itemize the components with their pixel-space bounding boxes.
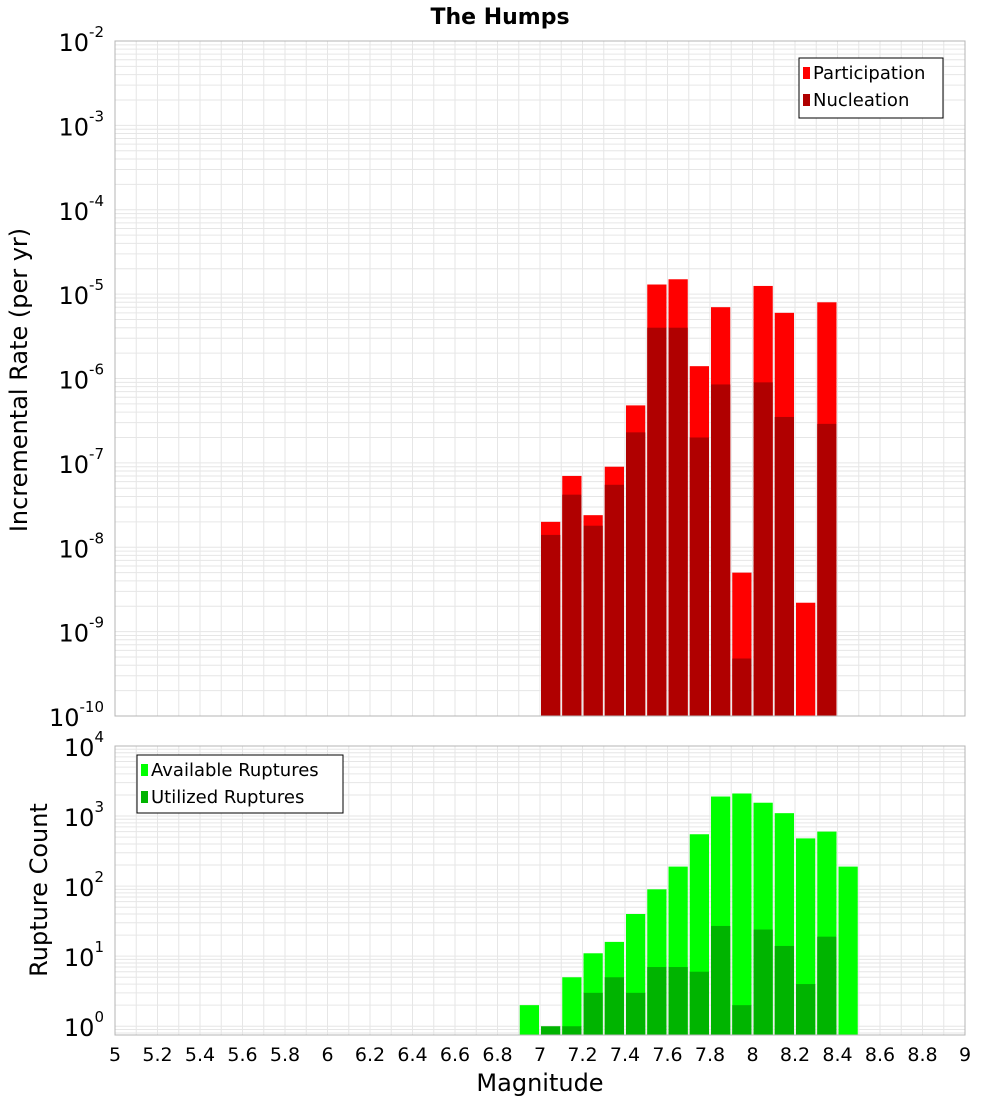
rate-y-tick-label: 10-3 xyxy=(58,107,104,141)
rate-plot-frame xyxy=(114,40,966,717)
rate-bar-nucleation xyxy=(647,327,667,716)
rate-y-axis-label: Incremental Rate (per yr) xyxy=(5,228,33,532)
count-bar-utilized xyxy=(604,977,624,1035)
count-y-tick-label: 102 xyxy=(64,868,104,902)
rate-legend: Participation Nucleation xyxy=(798,57,944,119)
count-bar-available xyxy=(562,977,582,1035)
magnitude-x-tick-label: 6.6 xyxy=(440,1044,470,1066)
magnitude-x-tick-label: 7.2 xyxy=(567,1044,597,1066)
count-bar-utilized xyxy=(583,992,603,1035)
rate-panel: 10-10 10-9 10-8 10-7 10-6 10-5 10-4 10-3 10-2 In… xyxy=(5,23,966,732)
magnitude-x-tick-label: 6.4 xyxy=(397,1044,427,1066)
count-bar-utilized xyxy=(668,967,688,1035)
rate-bar-nucleation xyxy=(711,384,731,716)
count-legend-label: Available Ruptures xyxy=(151,760,319,781)
count-bar-utilized xyxy=(647,967,667,1035)
count-y-ticks: 100 101 102 103 104 xyxy=(64,728,104,1042)
count-y-tick-label: 101 xyxy=(64,938,104,972)
rate-bar-nucleation xyxy=(689,437,709,716)
magnitude-x-tick-label: 7.8 xyxy=(695,1044,725,1066)
count-y-tick-label: 100 xyxy=(64,1008,104,1042)
count-y-tick-label: 103 xyxy=(64,798,104,832)
magnitude-x-tick-label: 7.4 xyxy=(610,1044,640,1066)
rate-y-tick-label: 10-7 xyxy=(58,445,104,479)
magnitude-x-tick-label: 8.4 xyxy=(822,1044,852,1066)
magnitude-x-tick-label: 6 xyxy=(321,1044,333,1066)
rate-bar-nucleation xyxy=(732,658,752,716)
count-bar-utilized xyxy=(732,1005,752,1035)
rate-y-tick-label: 10-9 xyxy=(58,614,104,648)
count-bar-utilized xyxy=(711,925,731,1035)
chart-title: The Humps xyxy=(430,5,569,30)
count-bars xyxy=(519,793,858,1035)
rate-y-tick-label: 10-10 xyxy=(49,698,104,732)
rate-legend-label: Participation xyxy=(813,63,925,84)
magnitude-x-tick-label: 8 xyxy=(746,1044,758,1066)
magnitude-x-tick-label: 5 xyxy=(109,1044,121,1066)
count-legend: Available Ruptures Utilized Ruptures xyxy=(136,754,344,814)
rate-bar-nucleation xyxy=(541,534,561,716)
rate-y-tick-label: 10-5 xyxy=(58,276,104,310)
rate-bar-nucleation xyxy=(626,432,646,716)
count-bar-utilized xyxy=(541,1026,561,1035)
count-bar-utilized xyxy=(796,984,816,1035)
rate-legend-swatch xyxy=(803,94,810,106)
rate-bar-nucleation xyxy=(562,494,582,716)
rate-y-ticks: 10-10 10-9 10-8 10-7 10-6 10-5 10-4 10-3 10-2 xyxy=(49,23,104,732)
magnitude-x-tick-label: 9 xyxy=(959,1044,971,1066)
rate-legend-label: Nucleation xyxy=(813,90,909,111)
count-bar-utilized xyxy=(774,945,794,1035)
rate-y-tick-label: 10-4 xyxy=(58,192,104,226)
magnitude-x-ticks: 5 5.2 5.4 5.6 5.8 6 6.2 6.4 6.6 6.8 7 7.2 7.4 7.6 7.8 8… xyxy=(109,1044,971,1066)
magnitude-x-tick-label: 5.8 xyxy=(270,1044,300,1066)
count-bar-utilized xyxy=(562,1026,582,1035)
magnitude-x-tick-label: 8.6 xyxy=(865,1044,895,1066)
count-bar-available xyxy=(732,793,752,1035)
rate-y-tick-label: 10-2 xyxy=(58,23,104,57)
magnitude-x-tick-label: 7.6 xyxy=(652,1044,682,1066)
rate-bar-nucleation xyxy=(604,484,624,716)
rate-gridlines xyxy=(114,40,966,717)
rate-bar-nucleation xyxy=(774,416,794,716)
magnitude-x-axis-label: Magnitude xyxy=(476,1069,603,1097)
magnitude-x-tick-label: 6.8 xyxy=(482,1044,512,1066)
count-legend-label: Utilized Ruptures xyxy=(151,787,304,808)
rate-bar-nucleation xyxy=(668,327,688,716)
magnitude-x-tick-label: 5.2 xyxy=(142,1044,172,1066)
count-bar-utilized xyxy=(626,992,646,1035)
count-bar-utilized xyxy=(817,936,837,1035)
count-bar-utilized xyxy=(753,929,773,1035)
rate-bar-nucleation xyxy=(583,525,603,716)
rate-legend-box xyxy=(798,57,944,119)
rate-bars xyxy=(541,279,837,716)
magnitude-x-tick-label: 6.2 xyxy=(355,1044,385,1066)
count-y-tick-label: 104 xyxy=(64,728,104,762)
count-bar-utilized xyxy=(689,971,709,1035)
rate-y-tick-label: 10-8 xyxy=(58,529,104,563)
count-legend-swatch xyxy=(141,791,148,803)
count-y-axis-label: Rupture Count xyxy=(25,803,53,977)
magnitude-x-tick-label: 5.4 xyxy=(185,1044,215,1066)
rate-bar-nucleation xyxy=(817,423,837,716)
magnitude-x-tick-label: 7 xyxy=(534,1044,546,1066)
rate-legend-swatch xyxy=(803,67,810,79)
count-bar-available xyxy=(519,1005,539,1035)
magnitude-x-tick-label: 8.8 xyxy=(907,1044,937,1066)
rate-bar-nucleation xyxy=(753,382,773,716)
count-legend-swatch xyxy=(141,764,148,776)
count-legend-box xyxy=(136,754,344,814)
magnitude-x-tick-label: 8.2 xyxy=(780,1044,810,1066)
count-bar-available xyxy=(838,866,858,1035)
count-plot-frame xyxy=(114,745,966,1036)
count-panel: 100 101 102 103 104 5 5.2 5.4 5.6 5.8 6 6.2 6.4 6.6 6… xyxy=(25,728,971,1097)
rate-y-tick-label: 10-6 xyxy=(58,361,104,395)
magnitude-x-tick-label: 5.6 xyxy=(227,1044,257,1066)
rate-bar-participation xyxy=(796,602,816,716)
